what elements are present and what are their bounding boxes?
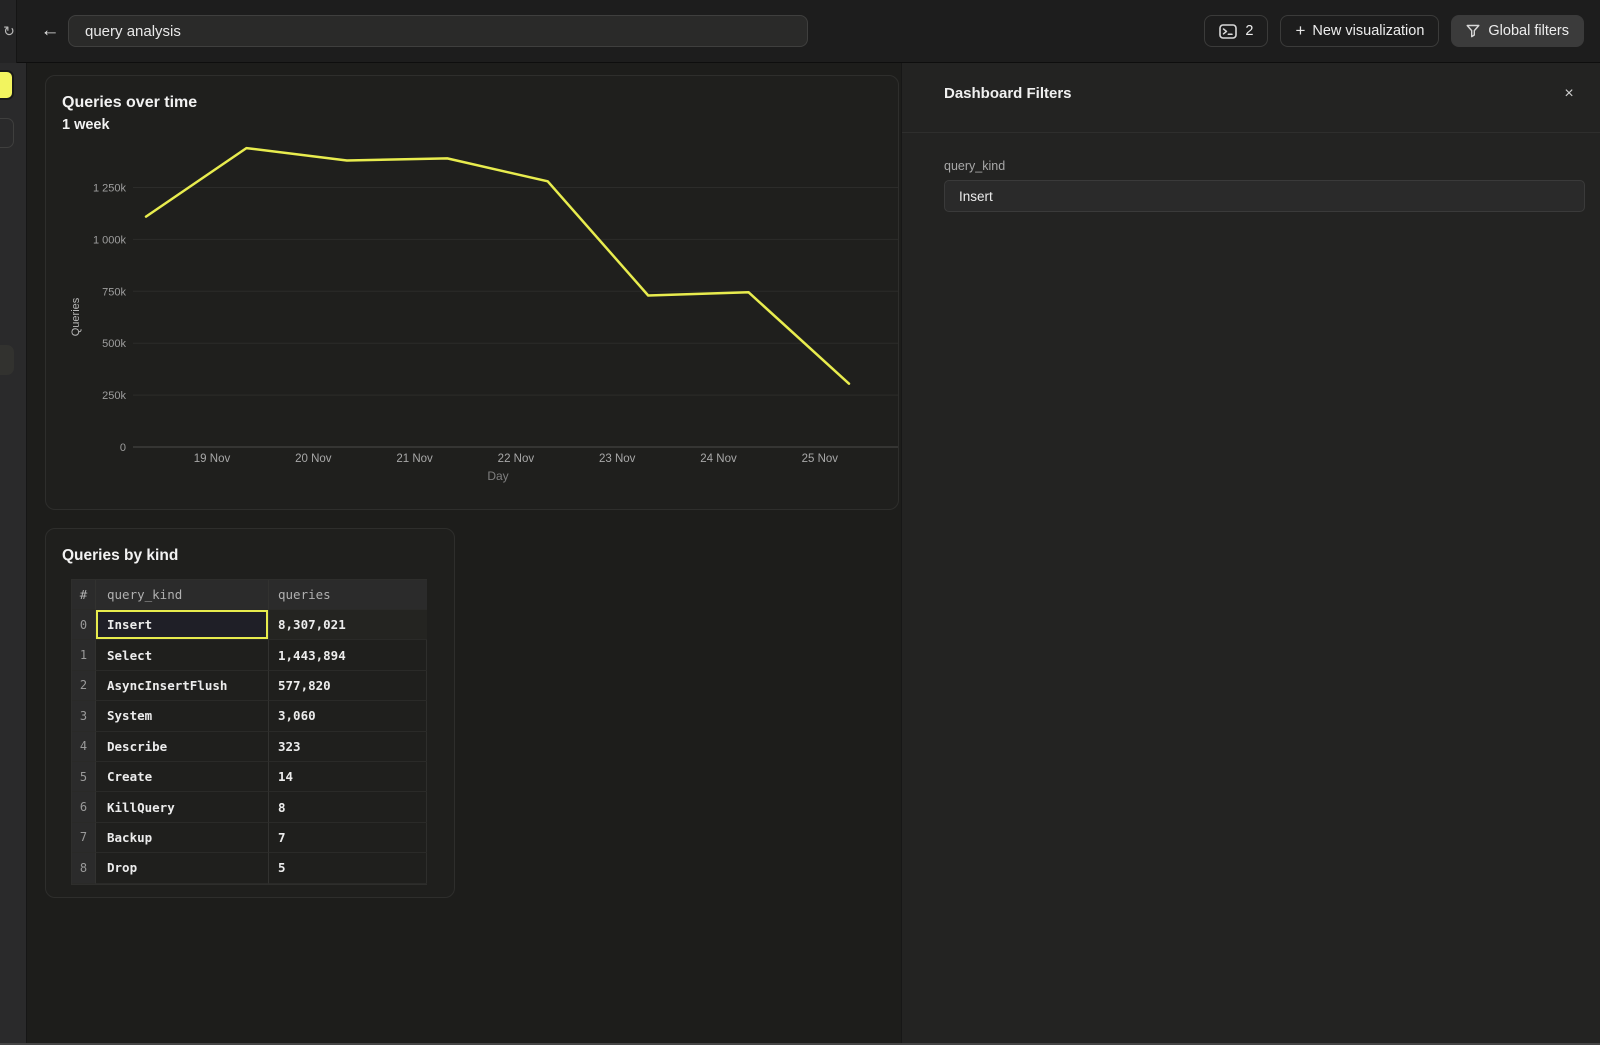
y-tick-label: 250k — [102, 390, 126, 402]
x-tick-label: 21 Nov — [396, 453, 433, 465]
x-tick-label: 20 Nov — [295, 453, 332, 465]
table-row-index: 0 — [72, 610, 95, 641]
table-row-index: 4 — [72, 731, 95, 762]
table-cell-query-kind[interactable]: Drop — [95, 853, 268, 884]
queries-by-kind-card: Queries by kind # query_kind queries 0 Inser… — [45, 528, 455, 898]
table-header-index: # — [72, 580, 95, 610]
table-cell-query-kind[interactable]: Backup — [95, 822, 268, 854]
back-arrow-icon[interactable]: ← — [40, 20, 60, 41]
new-visualization-label: New visualization — [1312, 23, 1425, 39]
sidebar-tab-outlined[interactable] — [0, 118, 14, 148]
y-axis-title: Queries — [70, 297, 82, 336]
query-kind-filter-input[interactable] — [944, 180, 1585, 212]
table-row-index: 5 — [72, 761, 95, 793]
plus-icon: + — [1295, 21, 1306, 40]
x-tick-label: 24 Nov — [700, 453, 737, 465]
table-cell-queries[interactable]: 323 — [268, 731, 427, 762]
left-sidebar — [0, 63, 27, 1045]
table-row-index: 3 — [72, 701, 95, 732]
table-row-index: 1 — [72, 640, 95, 671]
table-cell-queries[interactable]: 8,307,021 — [268, 610, 427, 641]
chart-subtitle: 1 week — [62, 117, 110, 133]
table-cell-queries[interactable]: 5 — [268, 853, 427, 884]
table-row-index: 7 — [72, 822, 95, 854]
global-filters-label: Global filters — [1488, 23, 1569, 39]
table-row-index: 2 — [72, 670, 95, 702]
table-cell-queries[interactable]: 1,443,894 — [268, 640, 427, 671]
table-header-query-kind: query_kind — [95, 580, 268, 610]
funnel-icon — [1466, 24, 1480, 38]
table-cell-query-kind[interactable]: Create — [95, 761, 268, 793]
filter-field-label: query_kind — [944, 159, 1006, 173]
table-cell-query-kind[interactable]: System — [95, 701, 268, 732]
y-tick-label: 1 250k — [93, 183, 127, 195]
y-tick-label: 0 — [120, 442, 126, 454]
close-icon[interactable]: × — [1564, 85, 1574, 102]
sql-tabs-button[interactable]: 2 — [1204, 15, 1269, 47]
x-tick-label: 23 Nov — [599, 453, 636, 465]
table-cell-queries[interactable]: 7 — [268, 822, 427, 854]
topbar: ← 2 + New visualization — [17, 0, 1600, 63]
y-tick-label: 500k — [102, 338, 126, 350]
sidebar-tab-active-yellow[interactable] — [0, 70, 14, 100]
table-cell-queries[interactable]: 14 — [268, 761, 427, 793]
dashboard-title-input[interactable] — [68, 15, 808, 47]
global-filters-button[interactable]: Global filters — [1451, 15, 1584, 47]
table-cell-query-kind[interactable]: AsyncInsertFlush — [95, 670, 268, 702]
table-cell-queries[interactable]: 8 — [268, 792, 427, 823]
dashboard-filters-panel: Dashboard Filters × query_kind — [901, 63, 1600, 1045]
x-tick-label: 22 Nov — [498, 453, 535, 465]
y-tick-label: 1 000k — [93, 234, 127, 246]
table-cell-query-kind[interactable]: Describe — [95, 731, 268, 762]
queries-line — [144, 146, 851, 385]
table-header-queries: queries — [268, 580, 427, 610]
tab-count: 2 — [1245, 23, 1254, 39]
queries-table: # query_kind queries 0 Insert 8,307,021 1 Selec… — [71, 579, 427, 885]
table-cell-queries[interactable]: 3,060 — [268, 701, 427, 732]
table-cell-queries[interactable]: 577,820 — [268, 670, 427, 702]
table-row-index: 6 — [72, 792, 95, 823]
y-tick-label: 750k — [102, 286, 126, 298]
queries-over-time-chart: 0 250k 500k 750k 1 000k 1 250k 19 Nov 20 Nov 21 … — [70, 146, 898, 483]
bottom-scrollbar[interactable] — [0, 1043, 1600, 1045]
table-row-index: 8 — [72, 853, 95, 884]
x-axis-title: Day — [487, 469, 508, 483]
queries-over-time-card: 0 250k 500k 750k 1 000k 1 250k 19 Nov 20 Nov 21 … — [45, 75, 899, 510]
console-icon — [1219, 23, 1238, 39]
chart-title: Queries over time — [62, 94, 198, 111]
new-visualization-button[interactable]: + New visualization — [1280, 15, 1440, 47]
main-content: 0 250k 500k 750k 1 000k 1 250k 19 Nov 20 Nov 21 … — [27, 63, 901, 1045]
sidebar-tab-filled[interactable] — [0, 345, 14, 375]
refresh-icon[interactable]: ↻ — [3, 23, 15, 39]
filters-panel-title: Dashboard Filters — [944, 85, 1072, 102]
selected-cell-query-kind[interactable]: Insert — [95, 610, 268, 641]
table-cell-query-kind[interactable]: Select — [95, 640, 268, 671]
panel-divider — [902, 132, 1600, 133]
x-tick-label: 19 Nov — [194, 453, 231, 465]
topbar-actions: 2 + New visualization Global filters — [1204, 15, 1584, 47]
sidebar-top-corner: ↻ — [0, 0, 17, 63]
table-cell-query-kind[interactable]: KillQuery — [95, 792, 268, 823]
table-title: Queries by kind — [62, 547, 179, 564]
x-tick-label: 25 Nov — [802, 453, 839, 465]
